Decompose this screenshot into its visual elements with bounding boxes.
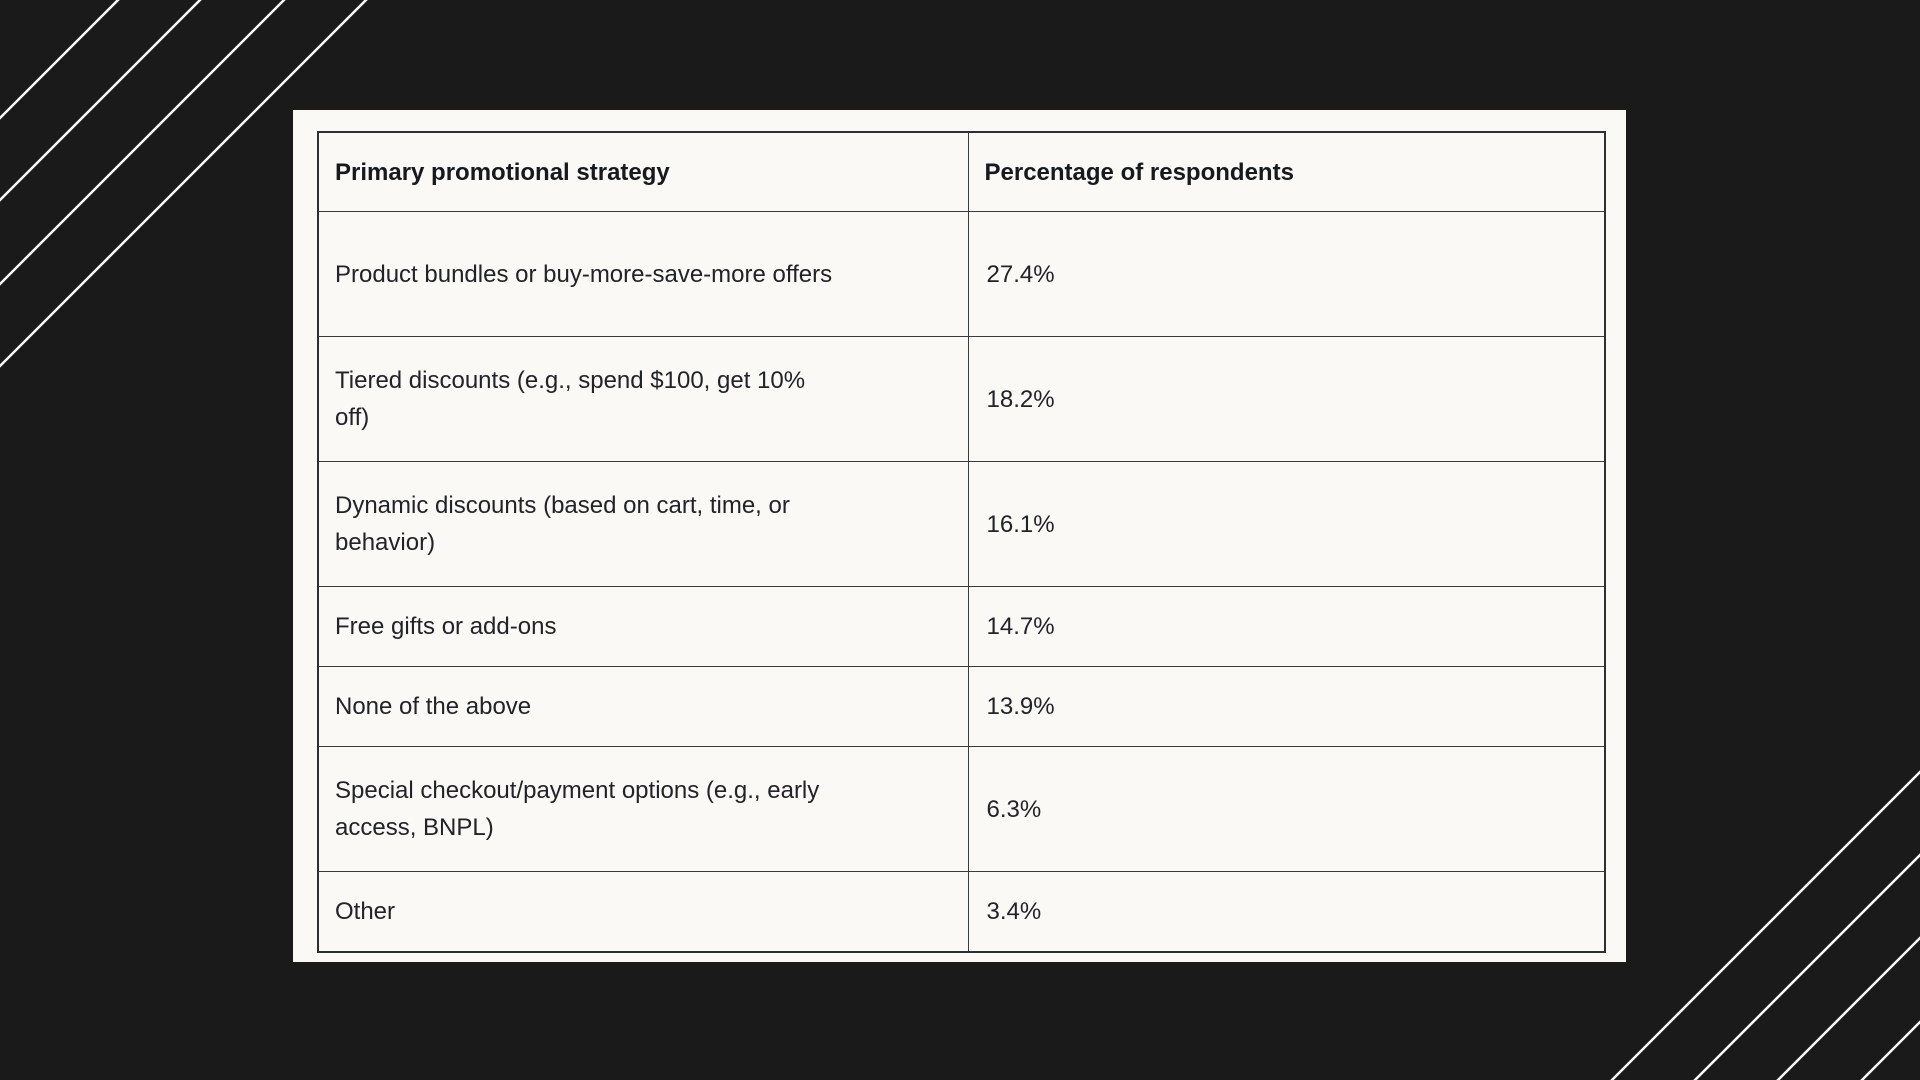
strategy-cell: Special checkout/payment options (e.g., … — [317, 746, 969, 872]
percentage-cell: 6.3% — [967, 746, 1606, 872]
column-header-strategy: Primary promotional strategy — [317, 131, 969, 212]
percentage-cell: 14.7% — [967, 586, 1606, 667]
percentage-cell: 18.2% — [967, 336, 1606, 462]
strategy-text: Dynamic discounts (based on cart, time, … — [335, 492, 790, 556]
table-row: Special checkout/payment options (e.g., … — [317, 746, 1606, 872]
strategy-text: Free gifts or add-ons — [335, 613, 557, 640]
percentage-cell: 3.4% — [967, 871, 1606, 952]
strategy-text: None of the above — [335, 693, 532, 720]
percentage-cell: 27.4% — [967, 211, 1606, 337]
table-header-row: Primary promotional strategy Percentage … — [317, 131, 1606, 212]
strategy-cell: Dynamic discounts (based on cart, time, … — [317, 461, 969, 587]
table-row: Free gifts or add-ons 14.7% — [317, 586, 1606, 667]
promotional-strategy-table: Primary promotional strategy Percentage … — [317, 131, 1606, 953]
strategy-text: Product bundles or buy-more-save-more of… — [335, 260, 833, 288]
strategy-cell: None of the above — [317, 666, 969, 747]
diagonal-lines-bottom-right — [1610, 770, 1920, 1080]
strategy-text: Tiered discounts (e.g., spend $100, get … — [335, 367, 806, 431]
table-row: Other 3.4% — [317, 871, 1606, 952]
table-card: Primary promotional strategy Percentage … — [293, 110, 1626, 962]
strategy-text: Special checkout/payment options (e.g., … — [335, 777, 820, 841]
percentage-cell: 16.1% — [967, 461, 1606, 587]
table-row: Tiered discounts (e.g., spend $100, get … — [317, 336, 1606, 462]
table-row: Dynamic discounts (based on cart, time, … — [317, 461, 1606, 587]
percentage-cell: 13.9% — [967, 666, 1606, 747]
strategy-cell: Tiered discounts (e.g., spend $100, get … — [317, 336, 969, 462]
strategy-cell: Product bundles or buy-more-save-more of… — [317, 211, 969, 337]
column-header-percentage: Percentage of respondents — [967, 131, 1606, 212]
strategy-cell: Free gifts or add-ons — [317, 586, 969, 667]
strategy-cell: Other — [317, 871, 969, 952]
strategy-text: Other — [335, 897, 396, 925]
table-row: None of the above 13.9% — [317, 666, 1606, 747]
table-row: Product bundles or buy-more-save-more of… — [317, 211, 1606, 337]
